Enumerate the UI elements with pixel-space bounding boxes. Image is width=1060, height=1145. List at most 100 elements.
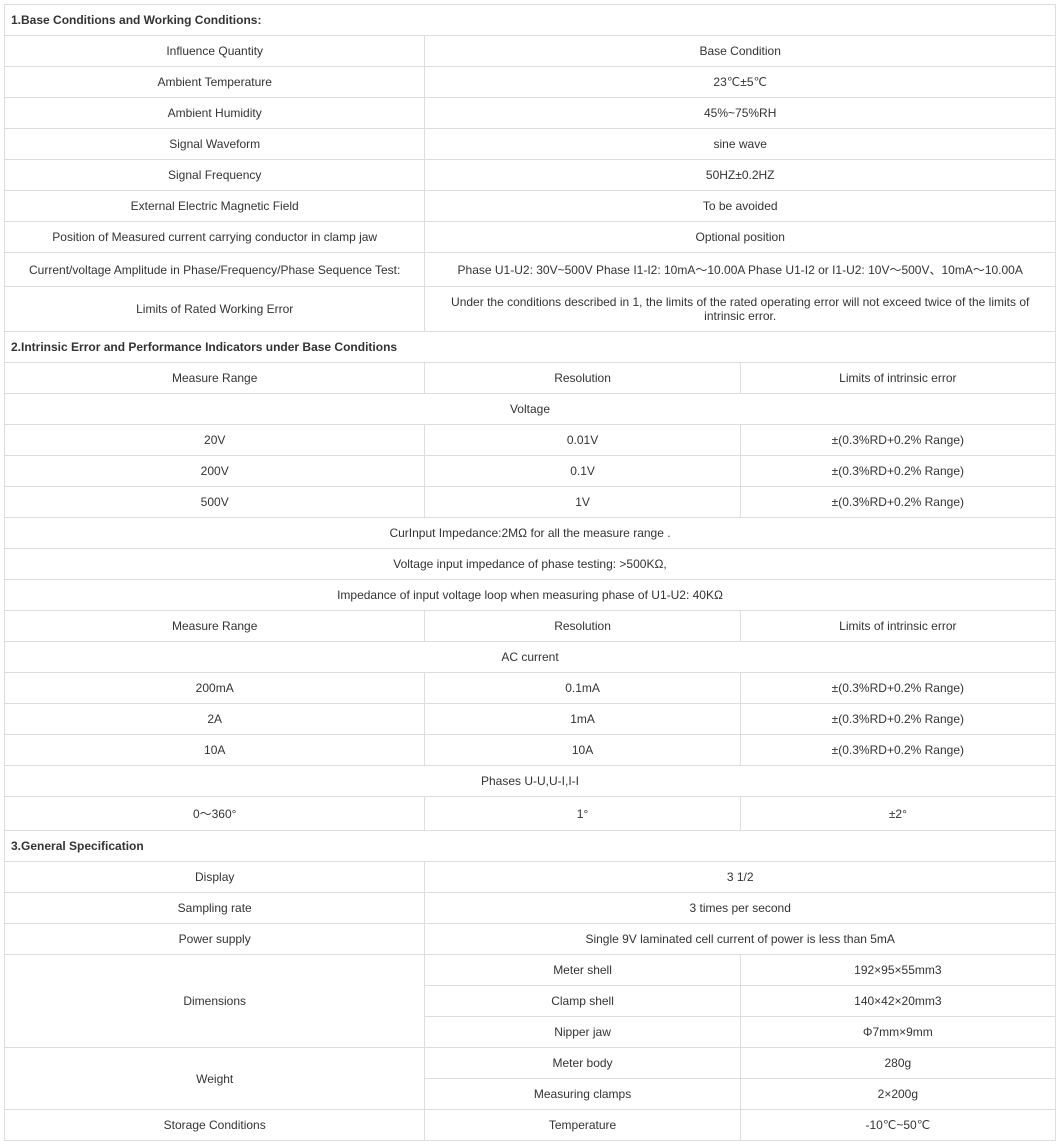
section1-left-2: Ambient Humidity	[5, 98, 425, 129]
phases-data-row: 0～360° 1° ±2°	[5, 797, 1056, 831]
weight-label: Weight	[5, 1048, 425, 1110]
note-0: CurInput Impedance:2MΩ for all the measu…	[5, 518, 1056, 549]
section3-right-1: 3 times per second	[425, 893, 1056, 924]
section1-right-8: Under the conditions described in 1, the…	[425, 287, 1056, 332]
weight-val-1: 2×200g	[740, 1079, 1055, 1110]
weight-name-0: Meter body	[425, 1048, 740, 1079]
section1-left-0: Influence Quantity	[5, 36, 425, 67]
section2-header: 2.Intrinsic Error and Performance Indica…	[5, 332, 1056, 363]
phases-label: Phases U-U,U-I,I-I	[5, 766, 1056, 797]
weight-name-1: Measuring clamps	[425, 1079, 740, 1110]
section3-header: 3.General Specification	[5, 831, 1056, 862]
section1-row-6: Position of Measured current carrying co…	[5, 222, 1056, 253]
section3-left-2: Power supply	[5, 924, 425, 955]
dim-val-2: Φ7mm×9mm	[740, 1017, 1055, 1048]
ac-row-1: 2A1mA±(0.3%RD+0.2% Range)	[5, 704, 1056, 735]
voltage-c2-0: 0.01V	[425, 425, 740, 456]
storage-label: Storage Conditions	[5, 1110, 425, 1141]
storage-val: -10℃~50℃	[740, 1110, 1055, 1141]
section1-left-4: Signal Frequency	[5, 160, 425, 191]
ac-c2-0: 0.1mA	[425, 673, 740, 704]
section1-row-2: Ambient Humidity45%~75%RH	[5, 98, 1056, 129]
section1-right-0: Base Condition	[425, 36, 1056, 67]
ac-c1-1: 2A	[5, 704, 425, 735]
section3-left-0: Display	[5, 862, 425, 893]
section1-right-6: Optional position	[425, 222, 1056, 253]
dim-name-0: Meter shell	[425, 955, 740, 986]
section1-left-5: External Electric Magnetic Field	[5, 191, 425, 222]
voltage-c3-2: ±(0.3%RD+0.2% Range)	[740, 487, 1055, 518]
section3-row-0: Display3 1/2	[5, 862, 1056, 893]
ac-c1-2: 10A	[5, 735, 425, 766]
voltage-c3-1: ±(0.3%RD+0.2% Range)	[740, 456, 1055, 487]
note-row-1: Voltage input impedance of phase testing…	[5, 549, 1056, 580]
voltage-row-2: 500V1V±(0.3%RD+0.2% Range)	[5, 487, 1056, 518]
col-measure-range-2: Measure Range	[5, 611, 425, 642]
section2-title: 2.Intrinsic Error and Performance Indica…	[5, 332, 1056, 363]
section1-row-4: Signal Frequency50HZ±0.2HZ	[5, 160, 1056, 191]
section1-left-6: Position of Measured current carrying co…	[5, 222, 425, 253]
spec-table: 1.Base Conditions and Working Conditions…	[4, 4, 1056, 1141]
section1-row-7: Current/voltage Amplitude in Phase/Frequ…	[5, 253, 1056, 287]
voltage-c3-0: ±(0.3%RD+0.2% Range)	[740, 425, 1055, 456]
section1-left-3: Signal Waveform	[5, 129, 425, 160]
dim-val-0: 192×95×55mm3	[740, 955, 1055, 986]
dim-val-1: 140×42×20mm3	[740, 986, 1055, 1017]
col-limits: Limits of intrinsic error	[740, 363, 1055, 394]
section1-right-5: To be avoided	[425, 191, 1056, 222]
storage-name: Temperature	[425, 1110, 740, 1141]
section2-col-header1: Measure Range Resolution Limits of intri…	[5, 363, 1056, 394]
ac-c2-1: 1mA	[425, 704, 740, 735]
col-measure-range: Measure Range	[5, 363, 425, 394]
section3-left-1: Sampling rate	[5, 893, 425, 924]
section1-row-1: Ambient Temperature23℃±5℃	[5, 67, 1056, 98]
note-1: Voltage input impedance of phase testing…	[5, 549, 1056, 580]
phases-resolution: 1°	[425, 797, 740, 831]
storage-row: Storage Conditions Temperature -10℃~50℃	[5, 1110, 1056, 1141]
ac-c2-2: 10A	[425, 735, 740, 766]
note-row-2: Impedance of input voltage loop when mea…	[5, 580, 1056, 611]
section3-row-2: Power supplySingle 9V laminated cell cur…	[5, 924, 1056, 955]
ac-c1-0: 200mA	[5, 673, 425, 704]
section3-row-1: Sampling rate3 times per second	[5, 893, 1056, 924]
voltage-c2-1: 0.1V	[425, 456, 740, 487]
voltage-c1-1: 200V	[5, 456, 425, 487]
ac-c3-1: ±(0.3%RD+0.2% Range)	[740, 704, 1055, 735]
section1-row-8: Limits of Rated Working ErrorUnder the c…	[5, 287, 1056, 332]
ac-row-2: 10A10A±(0.3%RD+0.2% Range)	[5, 735, 1056, 766]
section1-left-8: Limits of Rated Working Error	[5, 287, 425, 332]
ac-c3-0: ±(0.3%RD+0.2% Range)	[740, 673, 1055, 704]
col-resolution-2: Resolution	[425, 611, 740, 642]
phases-label-row: Phases U-U,U-I,I-I	[5, 766, 1056, 797]
section1-left-1: Ambient Temperature	[5, 67, 425, 98]
col-limits-2: Limits of intrinsic error	[740, 611, 1055, 642]
voltage-c1-0: 20V	[5, 425, 425, 456]
section2-col-header2: Measure Range Resolution Limits of intri…	[5, 611, 1056, 642]
dim-name-1: Clamp shell	[425, 986, 740, 1017]
section1-header: 1.Base Conditions and Working Conditions…	[5, 5, 1056, 36]
weight-val-0: 280g	[740, 1048, 1055, 1079]
phases-limits: ±2°	[740, 797, 1055, 831]
voltage-c2-2: 1V	[425, 487, 740, 518]
section1-right-4: 50HZ±0.2HZ	[425, 160, 1056, 191]
section1-right-2: 45%~75%RH	[425, 98, 1056, 129]
voltage-label-row: Voltage	[5, 394, 1056, 425]
section1-right-7: Phase U1-U2: 30V~500V Phase I1-I2: 10mA～…	[425, 253, 1056, 287]
voltage-label: Voltage	[5, 394, 1056, 425]
section1-right-3: sine wave	[425, 129, 1056, 160]
col-resolution: Resolution	[425, 363, 740, 394]
ac-c3-2: ±(0.3%RD+0.2% Range)	[740, 735, 1055, 766]
section1-right-1: 23℃±5℃	[425, 67, 1056, 98]
section3-title: 3.General Specification	[5, 831, 1056, 862]
ac-row-0: 200mA0.1mA±(0.3%RD+0.2% Range)	[5, 673, 1056, 704]
voltage-c1-2: 500V	[5, 487, 425, 518]
note-row-0: CurInput Impedance:2MΩ for all the measu…	[5, 518, 1056, 549]
section1-left-7: Current/voltage Amplitude in Phase/Frequ…	[5, 253, 425, 287]
note-2: Impedance of input voltage loop when mea…	[5, 580, 1056, 611]
dimensions-label: Dimensions	[5, 955, 425, 1048]
weight-row-0: Weight Meter body 280g	[5, 1048, 1056, 1079]
phases-range: 0～360°	[5, 797, 425, 831]
section1-title: 1.Base Conditions and Working Conditions…	[5, 5, 1056, 36]
ac-label: AC current	[5, 642, 1056, 673]
ac-label-row: AC current	[5, 642, 1056, 673]
